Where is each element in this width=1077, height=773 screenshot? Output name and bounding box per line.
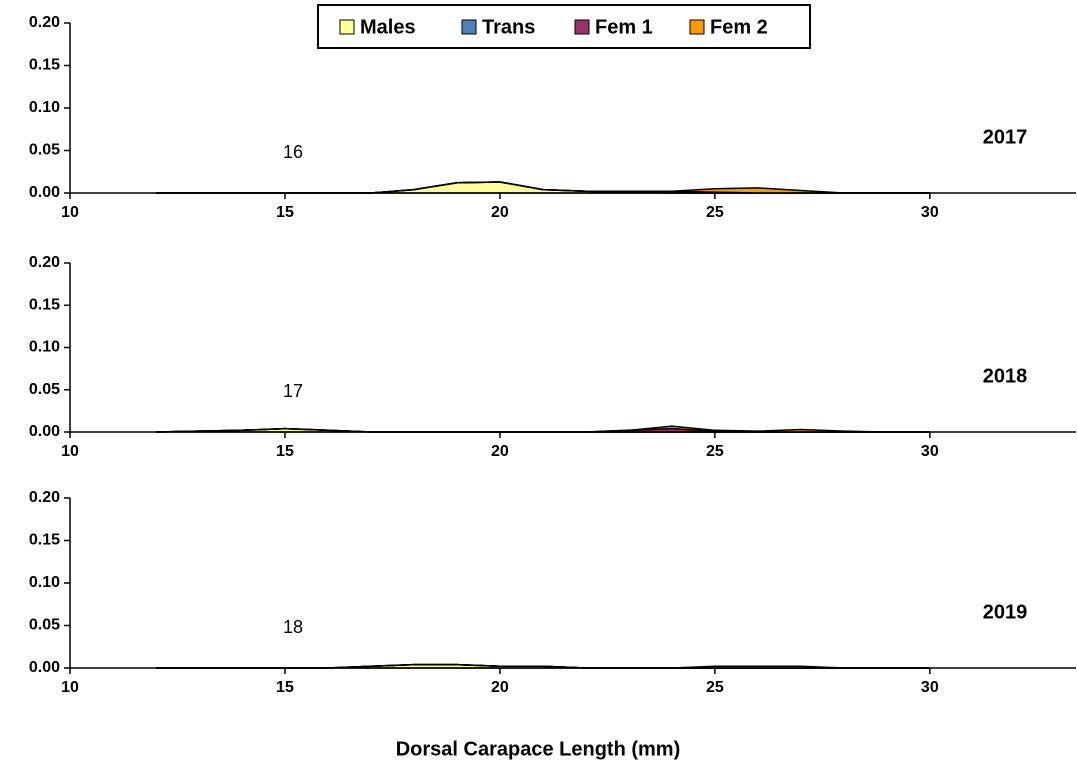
panel-annotation: 16 bbox=[283, 142, 303, 162]
y-tick-label: 0.20 bbox=[29, 14, 60, 31]
y-tick-label: 0.05 bbox=[29, 617, 60, 634]
y-tick-label: 0.10 bbox=[29, 99, 60, 116]
y-tick-label: 0.05 bbox=[29, 142, 60, 159]
legend-swatch bbox=[461, 19, 477, 35]
x-tick-label: 25 bbox=[706, 679, 724, 696]
x-tick-label: 20 bbox=[491, 204, 509, 221]
x-tick-label: 25 bbox=[706, 443, 724, 460]
y-tick-label: 0.15 bbox=[29, 296, 60, 313]
panel-label: 2017 bbox=[983, 126, 1028, 148]
y-tick-label: 0.05 bbox=[29, 381, 60, 398]
legend-swatch bbox=[689, 19, 705, 35]
area bbox=[155, 663, 930, 669]
x-tick-label: 25 bbox=[706, 204, 724, 221]
x-tick-label: 20 bbox=[491, 443, 509, 460]
y-tick-label: 0.00 bbox=[29, 423, 60, 440]
x-tick-label: 10 bbox=[61, 443, 79, 460]
y-tick-label: 0.10 bbox=[29, 574, 60, 591]
x-tick-label: 30 bbox=[921, 443, 939, 460]
legend-swatch bbox=[574, 19, 590, 35]
x-tick-label: 20 bbox=[491, 679, 509, 696]
y-tick-label: 0.00 bbox=[29, 184, 60, 201]
x-tick-label: 10 bbox=[61, 204, 79, 221]
x-tick-label: 30 bbox=[921, 204, 939, 221]
x-tick-label: 15 bbox=[276, 679, 294, 696]
x-tick-label: 15 bbox=[276, 443, 294, 460]
y-tick-label: 0.15 bbox=[29, 57, 60, 74]
panel-annotation: 18 bbox=[283, 617, 303, 637]
x-tick-label: 30 bbox=[921, 679, 939, 696]
legend-label: Trans bbox=[482, 16, 535, 38]
y-tick-label: 0.00 bbox=[29, 659, 60, 676]
panel-label: 2019 bbox=[983, 601, 1028, 623]
y-tick-label: 0.20 bbox=[29, 254, 60, 271]
x-tick-label: 10 bbox=[61, 679, 79, 696]
x-tick-label: 15 bbox=[276, 204, 294, 221]
y-tick-label: 0.10 bbox=[29, 339, 60, 356]
legend-swatch bbox=[339, 19, 355, 35]
y-tick-label: 0.15 bbox=[29, 532, 60, 549]
legend-label: Males bbox=[360, 16, 416, 38]
panel-annotation: 17 bbox=[283, 381, 303, 401]
area bbox=[155, 181, 930, 194]
panel-label: 2018 bbox=[983, 365, 1028, 387]
legend-label: Fem 1 bbox=[595, 16, 653, 38]
x-axis-label: Dorsal Carapace Length (mm) bbox=[396, 738, 681, 760]
legend-label: Fem 2 bbox=[710, 16, 768, 38]
legend-box bbox=[317, 4, 811, 49]
y-tick-label: 0.20 bbox=[29, 489, 60, 506]
